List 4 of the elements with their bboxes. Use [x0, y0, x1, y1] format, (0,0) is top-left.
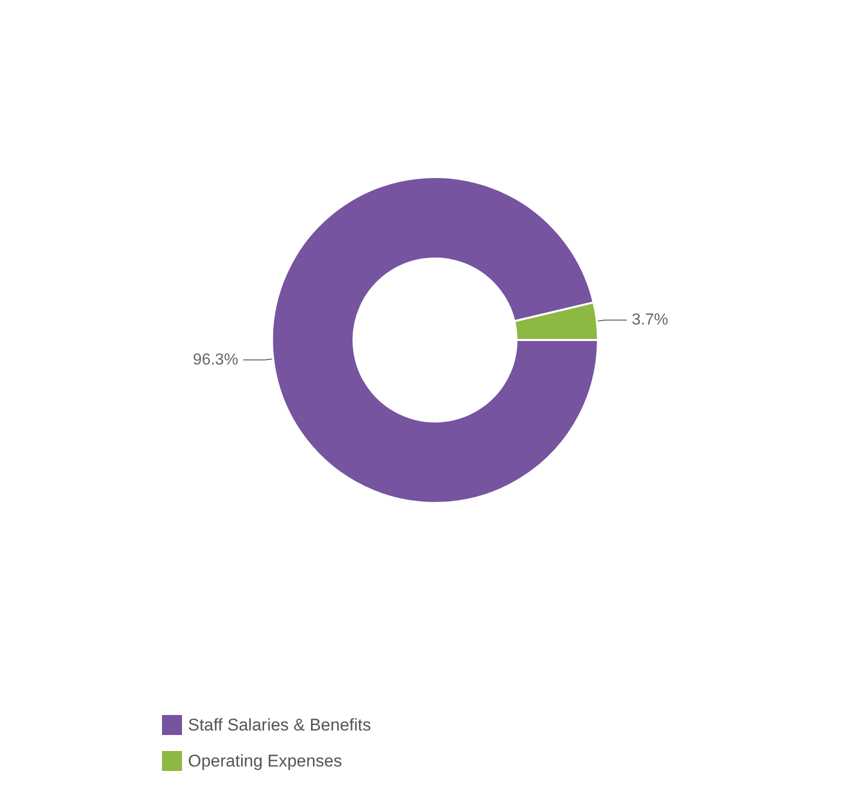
legend-label: Staff Salaries & Benefits	[188, 716, 372, 734]
data-label: 96.3%	[192, 351, 238, 368]
data-label: 3.7%	[632, 312, 668, 329]
legend-label: Operating Expenses	[188, 752, 342, 770]
